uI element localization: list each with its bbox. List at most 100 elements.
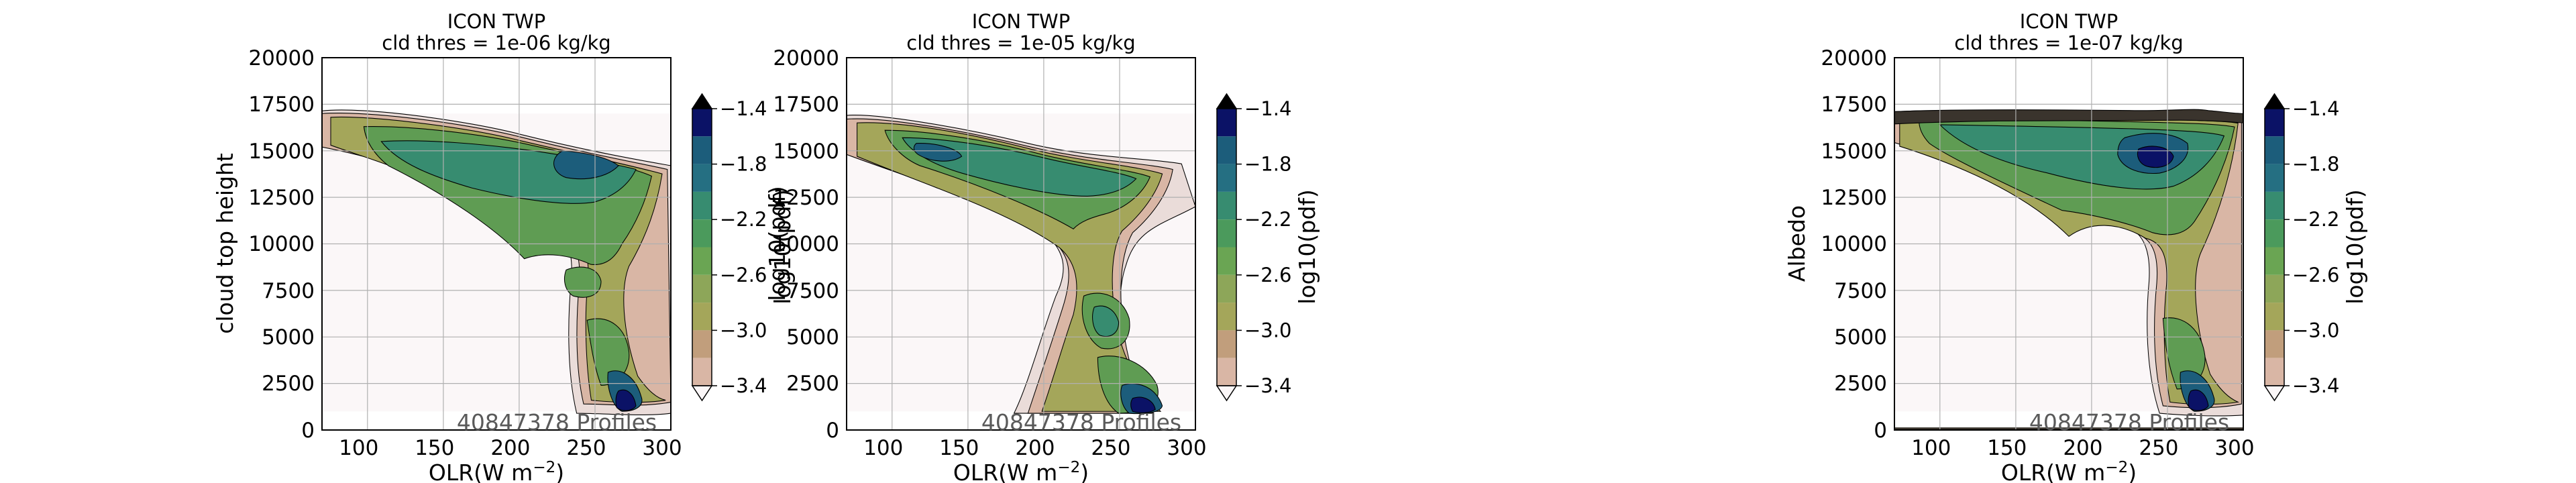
y-tick-label: 5000 (1834, 325, 1887, 350)
y-tick-label: 17500 (773, 93, 839, 117)
panel-2-gridlines (847, 58, 1195, 430)
colorbar-tick-label: −2.6 (1244, 264, 1291, 286)
x-axis-label-close: ) (555, 460, 564, 483)
x-tick-label: 300 (2214, 436, 2254, 460)
colorbar-tick-label: −1.4 (720, 97, 767, 120)
colorbar-band (692, 164, 712, 192)
y-tick-label: 10000 (1821, 232, 1887, 256)
colorbar-band (1217, 303, 1236, 331)
y-tick-label: 7500 (262, 279, 315, 303)
x-tick-label: 300 (1167, 436, 1206, 460)
y-tick-label: 20000 (773, 46, 839, 70)
colorbar-band (692, 191, 712, 220)
colorbar-tick-labels: −1.4 −1.8 −2.2 −2.6 −3.0 −3.4 (2292, 97, 2339, 397)
x-tick-label: 100 (1911, 436, 1951, 460)
y-tick-label: 5000 (262, 325, 315, 350)
colorbar-band (692, 219, 712, 248)
panel-1-y-axis-label: cloud top height (212, 153, 238, 334)
y-tick-label: 20000 (1821, 46, 1887, 70)
colorbar-tick-label: −3.4 (720, 374, 767, 397)
panel-2-density-mid-inner (1092, 305, 1120, 337)
x-axis-label-exponent: −2 (2105, 459, 2128, 476)
x-axis-label-close: ) (1080, 460, 1089, 483)
colorbar-band (2265, 109, 2284, 137)
x-tick-label: 150 (415, 436, 454, 460)
colorbar-tick-label: −2.2 (1244, 208, 1291, 231)
colorbar-band (2265, 358, 2284, 386)
y-tick-label: 17500 (248, 93, 315, 117)
colorbar-tick-label: −2.6 (720, 264, 767, 286)
panel-2-plot-area: 40847378 Profiles (846, 57, 1196, 435)
panel-1-density-level-5 (380, 140, 637, 204)
panel-2-x-axis-label: OLR(W m−2) (953, 459, 1089, 483)
colorbar-tick-label: −3.0 (720, 319, 767, 341)
y-tick-label: 15000 (1821, 140, 1887, 164)
y-tick-label: 0 (1874, 419, 1887, 443)
panel-3-density-core-top (2137, 146, 2174, 168)
colorbar-band (692, 247, 712, 275)
colorbar-tick-label: −1.8 (2292, 153, 2339, 176)
colorbar-tick-labels: −1.4 −1.8 −2.2 −2.6 −3.0 −3.4 (1244, 97, 1291, 397)
colorbar-label: log10(pdf) (1294, 189, 1320, 305)
y-tick-label: 2500 (1834, 372, 1887, 396)
colorbar-band (692, 303, 712, 331)
colorbar-band (2265, 136, 2284, 164)
colorbar-band (692, 274, 712, 303)
colorbar-band (1217, 136, 1236, 164)
panel-3-subtitle: cld thres = 1e-07 kg/kg (1954, 32, 2183, 54)
colorbar-band (2265, 164, 2284, 192)
panel-3-plot-area: 40847378 Profiles (1894, 57, 2244, 435)
panel-1-gridlines (322, 58, 671, 430)
x-tick-label: 200 (490, 436, 530, 460)
x-axis-label-close: ) (2128, 460, 2137, 483)
x-axis-label-exponent: −2 (1057, 459, 1080, 476)
colorbar-band (1217, 358, 1236, 386)
colorbar-band (692, 136, 712, 164)
panel-3-x-tick-labels: 100 150 200 250 300 (1911, 436, 2254, 460)
y-tick-label: 15000 (773, 140, 839, 164)
colorbar-tick-label: −1.8 (1244, 153, 1291, 176)
colorbar-tick-label: −2.6 (2292, 264, 2339, 286)
x-tick-label: 100 (863, 436, 903, 460)
x-tick-label: 300 (642, 436, 682, 460)
y-tick-label: 2500 (262, 372, 315, 396)
x-tick-label: 150 (939, 436, 979, 460)
panel-3-x-axis-label: OLR(W m−2) (2001, 459, 2137, 483)
panel-1: ICON TWP cld thres = 1e-06 kg/kg (212, 10, 796, 483)
y-tick-label: 12500 (1821, 186, 1887, 210)
panel-1-annotation: 40847378 Profiles (457, 409, 657, 435)
panel-1-density-core-inner (615, 389, 637, 411)
x-tick-label: 250 (2139, 436, 2178, 460)
panel-2-axes-frame (846, 57, 1196, 431)
panel-1-x-axis-label: OLR(W m−2) (429, 459, 564, 483)
x-tick-label: 250 (1091, 436, 1130, 460)
colorbar-band (1217, 247, 1236, 275)
x-axis-label-main: OLR(W m (953, 460, 1057, 483)
panel-2-subtitle: cld thres = 1e-05 kg/kg (906, 32, 1135, 54)
x-tick-label: 200 (1015, 436, 1055, 460)
colorbar-frame (1216, 108, 1237, 386)
panel-2-annotation: 40847378 Profiles (981, 409, 1181, 435)
panel-3-annotation: 40847378 Profiles (2029, 409, 2229, 435)
panel-2-colorbar: −1.4 −1.8 −2.2 −2.6 −3.0 −3.4 log10(pdf) (1216, 93, 1320, 402)
colorbar-band (692, 358, 712, 386)
panel-1-density-low-blob (564, 266, 602, 298)
colorbar-ticks (2284, 108, 2290, 386)
colorbar-tick-label: −3.0 (2292, 319, 2339, 341)
colorbar-band (1217, 330, 1236, 358)
panel-2-y-tick-labels: 0 2500 5000 7500 10000 12500 15000 17500… (773, 46, 839, 443)
colorbar-band (2265, 191, 2284, 220)
colorbar-band (2265, 330, 2284, 358)
colorbar-band (2265, 274, 2284, 303)
colorbar-ticks (712, 108, 717, 386)
x-axis-label-main: OLR(W m (429, 460, 533, 483)
x-tick-label: 150 (1987, 436, 2027, 460)
y-tick-label: 12500 (773, 186, 839, 210)
y-tick-label: 20000 (248, 46, 315, 70)
x-axis-label-main: OLR(W m (2001, 460, 2105, 483)
colorbar-band (1217, 164, 1236, 192)
colorbar-band (1217, 191, 1236, 220)
panel-1-title: ICON TWP (447, 10, 545, 33)
colorbar-band (1217, 274, 1236, 303)
colorbar-band (1217, 219, 1236, 248)
